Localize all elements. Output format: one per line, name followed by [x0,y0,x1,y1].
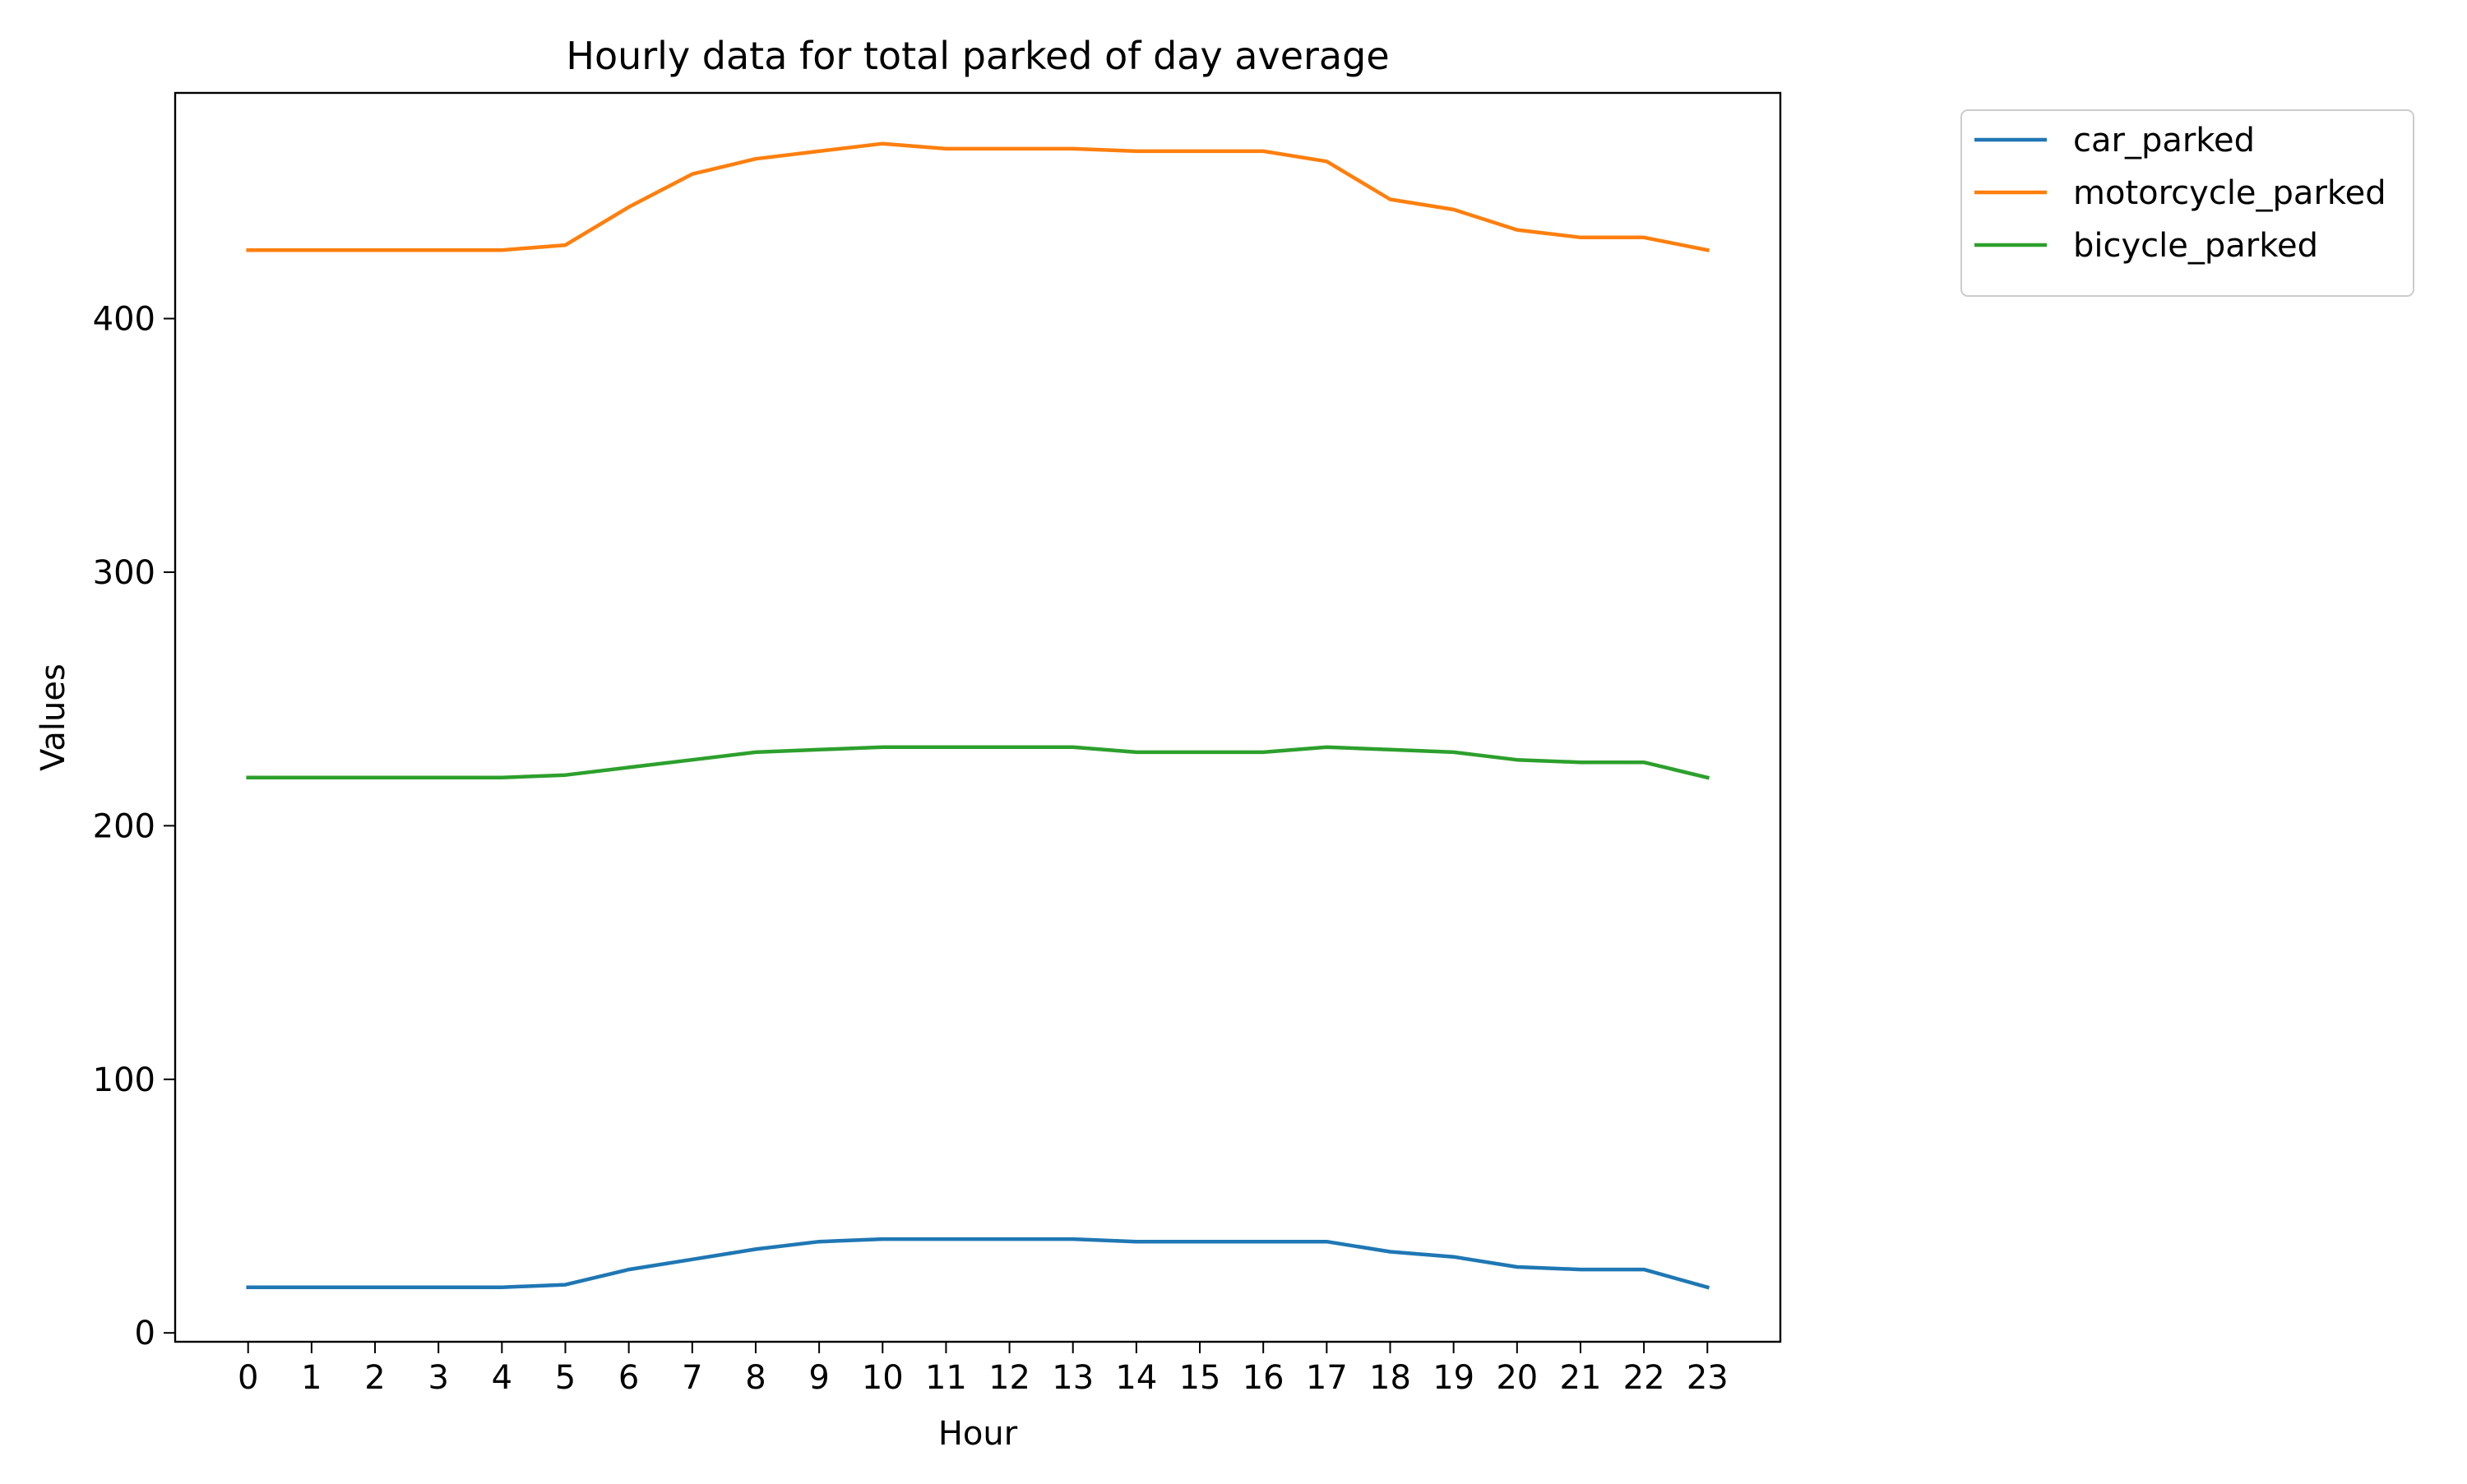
plot-frame [174,91,1782,1343]
y-tick-label: 200 [93,807,155,845]
legend: car_parked motorcycle_parked bicycle_parke… [1960,109,2414,297]
x-tick-label: 5 [555,1359,576,1397]
x-tick-label: 20 [1496,1359,1538,1397]
x-tick-label: 0 [238,1359,258,1397]
x-tick-label: 6 [618,1359,639,1397]
x-tick-label: 11 [925,1359,967,1397]
series-layer [246,141,1710,1290]
x-tick-label: 13 [1052,1359,1094,1397]
x-tick-label: 15 [1179,1359,1221,1397]
x-tick-label: 22 [1623,1359,1665,1397]
legend-label-car-parked: car_parked [2073,122,2255,159]
legend-box [1960,109,2414,297]
chart-title: Hourly data for total parked of day aver… [566,34,1389,78]
x-tick-label: 1 [301,1359,322,1397]
y-tick-label: 0 [135,1315,155,1352]
y-tick-label: 100 [93,1061,155,1099]
x-tick-label: 14 [1115,1359,1157,1397]
x-tick-label: 17 [1306,1359,1348,1397]
x-tick-label: 23 [1687,1359,1729,1397]
series-line-car-parked [246,1237,1710,1290]
x-tick-label: 3 [428,1359,448,1397]
x-tick-label: 8 [745,1359,766,1397]
y-tick-label: 300 [93,554,155,592]
x-tick-label: 7 [682,1359,702,1397]
x-tick-label: 18 [1369,1359,1411,1397]
x-tick-label: 2 [364,1359,385,1397]
y-axis-label: Values [35,663,72,771]
y-axis: 0 100 200 300 400 [93,300,175,1352]
legend-label-motorcycle-parked: motorcycle_parked [2073,174,2386,212]
x-tick-label: 16 [1243,1359,1284,1397]
x-axis: 0 1 2 3 4 5 6 7 8 9 10 11 12 13 14 15 16 17 18 19 20 21 22 23 [238,1342,1729,1397]
legend-entries: car_parked motorcycle_parked bicycle_parke… [1974,122,2386,265]
x-tick-label: 12 [988,1359,1030,1397]
y-tick-label: 400 [93,300,155,338]
x-tick-label: 19 [1433,1359,1474,1397]
x-tick-label: 9 [808,1359,829,1397]
x-axis-label: Hour [938,1415,1018,1453]
x-tick-label: 21 [1560,1359,1602,1397]
series-line-motorcycle-parked [246,141,1710,252]
x-tick-label: 10 [862,1359,904,1397]
x-tick-label: 4 [492,1359,512,1397]
legend-label-bicycle-parked: bicycle_parked [2073,227,2318,265]
series-line-bicycle-parked [246,745,1710,780]
